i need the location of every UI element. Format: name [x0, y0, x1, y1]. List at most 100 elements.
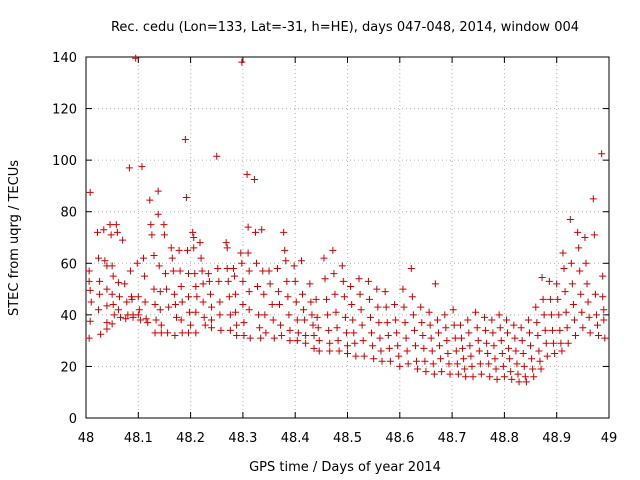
- data-point: [392, 316, 400, 324]
- data-point: [477, 370, 485, 378]
- data-point: [297, 257, 305, 265]
- data-point: [456, 321, 464, 329]
- data-point: [310, 331, 318, 339]
- data-point: [527, 342, 535, 350]
- data-point: [326, 347, 334, 355]
- data-point: [510, 321, 518, 329]
- data-point: [176, 267, 184, 275]
- data-point: [223, 244, 231, 252]
- data-point: [462, 373, 470, 381]
- data-point: [400, 303, 408, 311]
- data-point: [133, 259, 141, 267]
- data-point: [381, 288, 389, 296]
- data-point: [238, 259, 246, 267]
- data-point: [122, 315, 130, 323]
- data-point: [169, 267, 177, 275]
- data-point: [185, 329, 193, 337]
- data-point: [177, 316, 185, 324]
- data-point: [496, 324, 504, 332]
- data-point: [502, 316, 510, 324]
- data-point: [208, 324, 216, 332]
- data-point: [443, 337, 451, 345]
- data-point: [213, 152, 221, 160]
- data-point: [489, 329, 497, 337]
- data-point: [428, 347, 436, 355]
- data-point: [208, 303, 216, 311]
- data-point: [369, 342, 377, 350]
- data-point: [522, 378, 530, 386]
- data-point: [239, 277, 247, 285]
- data-point: [598, 150, 606, 158]
- data-point: [214, 264, 222, 272]
- data-point: [233, 321, 241, 329]
- data-point: [260, 290, 268, 298]
- data-point: [141, 272, 149, 280]
- data-point: [148, 231, 156, 239]
- data-point: [286, 337, 294, 345]
- data-point: [284, 293, 292, 301]
- data-point: [152, 316, 160, 324]
- data-point: [458, 334, 466, 342]
- data-point: [121, 280, 129, 288]
- data-point: [175, 246, 183, 254]
- data-point: [579, 324, 587, 332]
- data-point: [554, 295, 562, 303]
- data-point: [156, 288, 164, 296]
- data-point: [555, 311, 563, 319]
- data-point: [399, 285, 407, 293]
- data-point: [254, 282, 262, 290]
- data-point: [567, 259, 575, 267]
- data-point: [433, 316, 441, 324]
- data-point: [519, 350, 527, 358]
- data-point: [223, 264, 231, 272]
- data-point: [224, 277, 232, 285]
- data-point: [584, 298, 592, 306]
- y-tick-label: 40: [60, 309, 77, 324]
- data-point: [329, 246, 337, 254]
- data-point: [391, 301, 399, 309]
- data-point: [474, 337, 482, 345]
- data-point: [134, 311, 142, 319]
- y-tick-label: 80: [60, 206, 77, 221]
- data-point: [302, 339, 310, 347]
- data-point: [460, 355, 468, 363]
- data-point: [492, 365, 500, 373]
- data-point: [524, 316, 532, 324]
- data-point: [85, 277, 93, 285]
- data-point: [168, 254, 176, 262]
- data-point: [301, 316, 309, 324]
- data-point: [232, 308, 240, 316]
- data-point: [246, 334, 254, 342]
- data-point: [551, 350, 559, 358]
- data-point: [508, 375, 516, 383]
- data-point: [141, 298, 149, 306]
- data-point: [324, 311, 332, 319]
- data-point: [450, 321, 458, 329]
- data-point: [244, 249, 252, 257]
- data-point: [240, 331, 248, 339]
- data-point: [142, 315, 150, 323]
- data-point: [599, 272, 607, 280]
- data-point: [199, 280, 207, 288]
- data-point: [591, 290, 599, 298]
- data-point: [103, 325, 111, 333]
- data-point: [357, 306, 365, 314]
- data-point: [529, 365, 537, 373]
- data-point: [150, 285, 158, 293]
- data-point: [237, 249, 245, 257]
- data-point: [374, 303, 382, 311]
- data-point: [225, 293, 233, 301]
- data-point: [407, 264, 415, 272]
- data-point: [404, 360, 412, 368]
- data-point: [467, 352, 475, 360]
- data-point: [200, 313, 208, 321]
- data-point: [578, 308, 586, 316]
- data-point: [411, 342, 419, 350]
- data-point: [338, 262, 346, 270]
- data-point: [147, 221, 155, 229]
- data-point: [589, 195, 597, 203]
- data-point: [333, 324, 341, 332]
- data-point: [586, 329, 594, 337]
- data-point: [426, 321, 434, 329]
